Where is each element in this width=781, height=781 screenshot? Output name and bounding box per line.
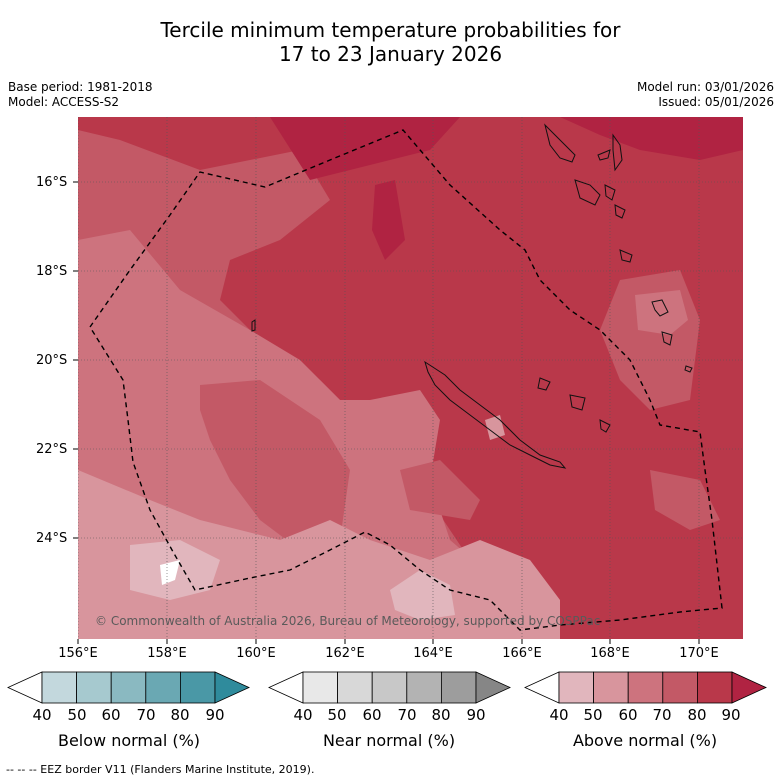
near-colorbar-segment bbox=[440, 671, 477, 704]
near-colorbar-segment bbox=[406, 671, 442, 704]
lat-label-24s: 24°S bbox=[36, 531, 68, 546]
below-tick-50: 50 bbox=[67, 706, 87, 724]
above-colorbar-segment bbox=[558, 671, 594, 704]
meta-right: Model run: 03/01/2026 Issued: 05/01/2026 bbox=[637, 80, 774, 110]
above-colorbar-segment bbox=[593, 671, 629, 704]
lat-label-22s: 22°S bbox=[36, 442, 68, 457]
above-normal-caption: Above normal (%) bbox=[572, 731, 718, 750]
title-line-1: Tercile minimum temperature probabilitie… bbox=[160, 18, 621, 42]
model-name: Model: ACCESS-S2 bbox=[8, 95, 120, 109]
below-colorbar-under bbox=[7, 671, 43, 704]
lon-label-164e: 164°E bbox=[413, 646, 453, 661]
above-tick-80: 80 bbox=[687, 706, 707, 724]
above-tick-70: 70 bbox=[652, 706, 672, 724]
near-tick-80: 80 bbox=[431, 706, 451, 724]
above-tick-90: 90 bbox=[721, 706, 741, 724]
below-colorbar-over bbox=[214, 671, 250, 704]
lon-label-160e: 160°E bbox=[236, 646, 276, 661]
colorbars bbox=[7, 671, 767, 704]
above-tick-40: 40 bbox=[549, 706, 569, 724]
below-tick-70: 70 bbox=[136, 706, 156, 724]
below-colorbar-segment bbox=[179, 671, 216, 704]
near-colorbar-segment bbox=[337, 671, 373, 704]
base-period: Base period: 1981-2018 bbox=[8, 80, 153, 94]
near-colorbar-segment bbox=[371, 671, 408, 704]
below-colorbar-segment bbox=[110, 671, 147, 704]
above-colorbar-segment bbox=[627, 671, 664, 704]
below-tick-80: 80 bbox=[170, 706, 190, 724]
lon-label-156e: 156°E bbox=[58, 646, 98, 661]
near-tick-40: 40 bbox=[293, 706, 313, 724]
above-colorbar-segment bbox=[662, 671, 698, 704]
copyright-notice: © Commonwealth of Australia 2026, Bureau… bbox=[95, 614, 601, 628]
near-colorbar-under bbox=[268, 671, 304, 704]
near-colorbar-segment bbox=[302, 671, 338, 704]
issued-date: Issued: 05/01/2026 bbox=[658, 95, 774, 109]
map-title: Tercile minimum temperature probabilitie… bbox=[0, 18, 781, 66]
below-colorbar-segment bbox=[145, 671, 181, 704]
below-tick-90: 90 bbox=[205, 706, 225, 724]
title-line-2: 17 to 23 January 2026 bbox=[278, 42, 503, 66]
lat-label-18s: 18°S bbox=[36, 264, 68, 279]
near-tick-50: 50 bbox=[327, 706, 347, 724]
lon-label-170e: 170°E bbox=[679, 646, 719, 661]
lat-label-16s: 16°S bbox=[36, 175, 68, 190]
above-colorbar-segment bbox=[697, 671, 733, 704]
near-normal-caption: Near normal (%) bbox=[322, 731, 456, 750]
below-colorbar-segment bbox=[76, 671, 112, 704]
below-tick-40: 40 bbox=[32, 706, 52, 724]
lon-label-166e: 166°E bbox=[502, 646, 542, 661]
lon-label-168e: 168°E bbox=[590, 646, 630, 661]
eez-footnote: -- -- -- EEZ border V11 (Flanders Marine… bbox=[6, 763, 315, 776]
probability-field bbox=[78, 117, 743, 639]
gridlines bbox=[78, 117, 743, 639]
eez-border bbox=[89, 129, 723, 631]
near-tick-90: 90 bbox=[466, 706, 486, 724]
below-normal-caption: Below normal (%) bbox=[57, 731, 201, 750]
lon-label-162e: 162°E bbox=[325, 646, 365, 661]
above-tick-50: 50 bbox=[583, 706, 603, 724]
near-tick-70: 70 bbox=[397, 706, 417, 724]
above-tick-60: 60 bbox=[618, 706, 638, 724]
lat-label-20s: 20°S bbox=[36, 353, 68, 368]
model-run: Model run: 03/01/2026 bbox=[636, 80, 774, 94]
below-tick-60: 60 bbox=[101, 706, 121, 724]
near-colorbar-over bbox=[475, 671, 511, 704]
lon-label-158e: 158°E bbox=[147, 646, 187, 661]
coastlines bbox=[251, 123, 693, 469]
above-colorbar-under bbox=[524, 671, 560, 704]
below-colorbar-segment bbox=[41, 671, 77, 704]
meta-left: Base period: 1981-2018 Model: ACCESS-S2 bbox=[8, 80, 153, 110]
above-colorbar-over bbox=[731, 671, 767, 704]
axis-ticks bbox=[73, 181, 700, 644]
near-tick-60: 60 bbox=[362, 706, 382, 724]
